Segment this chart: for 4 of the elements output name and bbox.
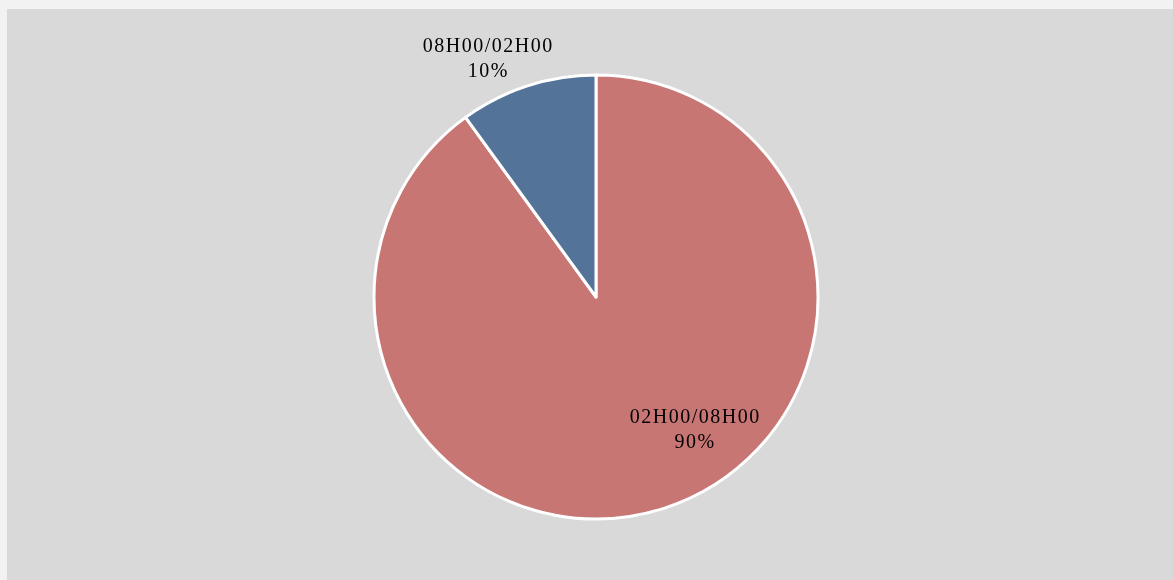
data-label: 90%: [674, 429, 716, 452]
slice-label: 02H00/08H00: [629, 404, 761, 427]
data-label: 10%: [467, 58, 509, 81]
slice-label: 08H00/02H00: [422, 33, 554, 56]
